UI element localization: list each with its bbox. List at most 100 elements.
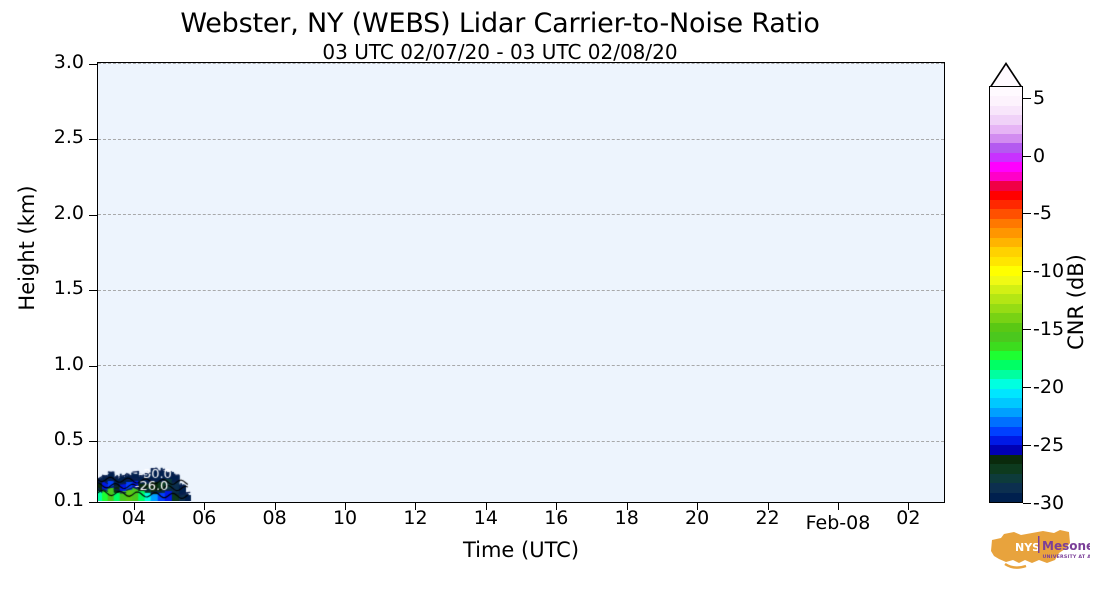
colorbar-band [990,351,1022,361]
colorbar-band [990,332,1022,342]
colorbar [989,62,1023,503]
logo-mesonet-text: Mesonet [1042,539,1090,553]
logo-tagline-text: UNIVERSITY AT ALBANY [1043,554,1091,560]
x-tick-label: 04 [121,507,146,529]
logo-divider [1038,536,1040,553]
colorbar-band [990,360,1022,370]
colorbar-tick-mark [1023,387,1031,389]
x-tick-mark [908,503,910,510]
plot-area [97,62,945,503]
x-tick-mark [626,503,628,510]
colorbar-tick-mark [1023,329,1031,331]
colorbar-band [990,86,1022,97]
colorbar-bands [989,86,1023,503]
x-tick-label: 18 [614,507,639,529]
colorbar-band [990,237,1022,248]
colorbar-band [990,247,1022,257]
x-tick-mark [274,503,276,510]
y-tick-label: 0.5 [53,428,84,451]
x-tick-mark [697,503,699,510]
colorbar-band [990,445,1022,455]
colorbar-band [990,200,1022,210]
x-axis-label: Time (UTC) [462,538,580,562]
colorbar-tick-label: 5 [1033,86,1046,109]
colorbar-tick-mark [1023,445,1031,447]
colorbar-tick-label: -30 [1033,492,1065,514]
y-tick-label: 2.0 [53,201,84,224]
colorbar-band [990,152,1022,163]
colorbar-band [990,105,1022,116]
x-tick-mark [415,503,417,510]
x-tick-label: 20 [685,507,710,529]
colorbar-band [990,218,1022,229]
colorbar-band [990,96,1022,106]
colorbar-band [990,303,1022,314]
gridline-y [98,138,944,140]
colorbar-band [990,124,1022,134]
colorbar-band [990,190,1022,200]
colorbar-band [990,483,1022,493]
x-tick-mark [556,503,558,510]
colorbar-band [990,417,1022,427]
colorbar-tick-mark [1023,213,1031,215]
colorbar-band [990,435,1022,446]
colorbar-band [990,369,1022,380]
y-tick-label: 2.5 [53,126,84,149]
colorbar-tick-label: -15 [1033,318,1065,341]
gridline-y [98,365,944,367]
colorbar-band [990,171,1022,182]
colorbar-band [990,181,1022,191]
colorbar-tick-mark [1023,97,1031,99]
y-tick-mark [89,290,97,292]
x-tick-label: 16 [544,507,569,529]
y-tick-label: 0.1 [53,488,84,511]
x-tick-mark [837,503,839,510]
colorbar-band [990,275,1022,285]
colorbar-tick-mark [1023,155,1031,157]
y-tick-mark [89,139,97,141]
colorbar-band [990,398,1022,408]
page-subtitle: 03 UTC 02/07/20 - 03 UTC 02/08/20 [322,40,678,64]
y-axis-label: Height (km) [15,185,39,311]
colorbar-tick-label: -5 [1033,202,1052,225]
colorbar-tick-label: -20 [1033,376,1065,399]
logo-swoosh [1004,562,1027,569]
colorbar-band [990,133,1022,144]
gridline-y [98,440,944,442]
colorbar-tick-mark [1023,503,1031,504]
y-tick-label: 1.0 [53,352,84,375]
gridline-y [98,289,944,291]
colorbar-band [990,388,1022,399]
page-title: Webster, NY (WEBS) Lidar Carrier-to-Nois… [180,8,820,39]
colorbar-band [990,492,1022,502]
ny-state-shape [991,530,1070,563]
colorbar-band [990,407,1022,418]
colorbar-band [990,228,1022,238]
y-tick-mark [89,441,97,443]
y-tick-mark [89,214,97,216]
y-tick-label: 1.5 [53,277,84,300]
colorbar-band [990,162,1022,172]
colorbar-band [990,464,1022,474]
x-tick-mark [485,503,487,510]
colorbar-band [990,322,1022,333]
colorbar-band [990,115,1022,125]
x-tick-label: 06 [192,507,217,529]
y-tick-mark [89,365,97,367]
colorbar-band [990,143,1022,153]
colorbar-axis-label: CNR (dB) [1064,254,1088,350]
colorbar-band [990,454,1022,465]
x-tick-label: 10 [332,507,358,529]
colorbar-band [990,209,1022,219]
logo-nys-text: NYS [1015,541,1040,554]
x-tick-mark [767,503,769,510]
x-tick-label: 22 [755,507,780,529]
colorbar-tick-mark [1023,271,1031,273]
nys-mesonet-logo: NYS Mesonet UNIVERSITY AT ALBANY [991,530,1091,569]
colorbar-band [990,266,1022,276]
y-tick-mark [89,501,97,503]
gridline-y [98,214,944,216]
gridline-y [98,63,944,64]
colorbar-band [990,379,1022,389]
